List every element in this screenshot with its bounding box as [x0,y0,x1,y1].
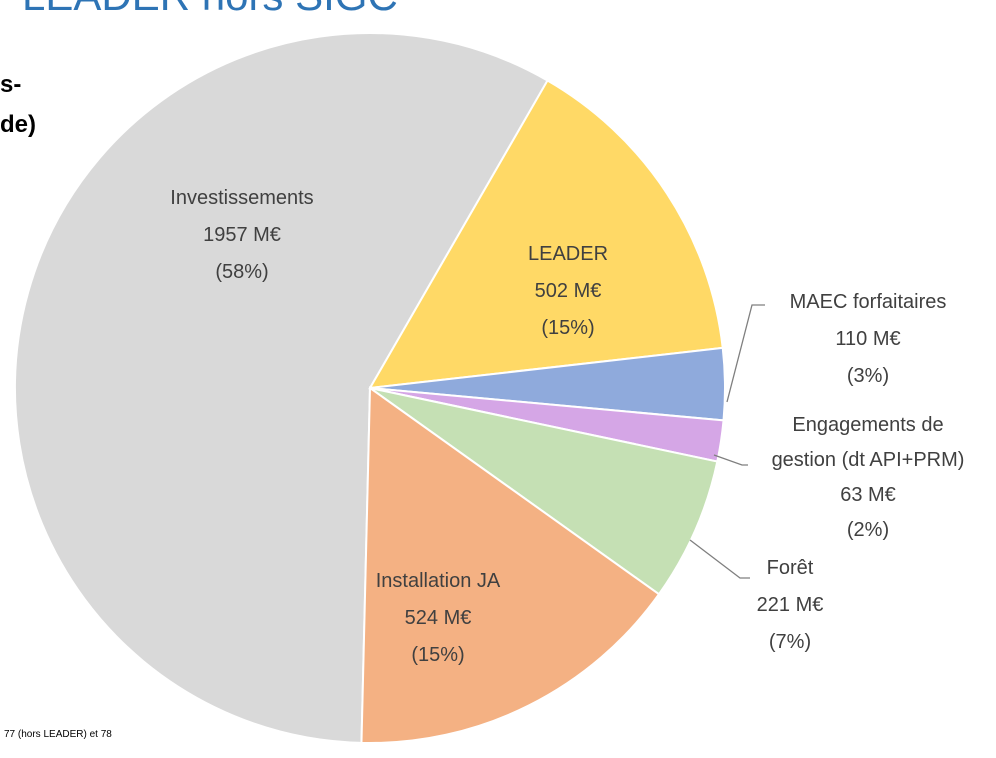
label-percent: (7%) [768,631,812,653]
pie-slice [369,387,719,596]
label-value: 502 M€ [534,280,602,302]
label-value: 110 M€ [835,328,901,350]
label-value: 221 M€ [756,594,824,616]
leader-line [713,454,748,466]
leader-line [726,304,765,403]
slice-label: Forêt 221 M€ (7%) [700,550,880,661]
label-percent: (3%) [846,365,890,387]
slice-label: Installation JA 524 M€ (15%) [318,563,558,674]
label-percent: (15%) [541,317,595,339]
leader-lines [689,304,765,579]
label-percent: (58%) [215,261,269,283]
label-name: Investissements [170,187,314,209]
pie [14,32,726,744]
slice-label: MAEC forfaitaires 110 M€ (3%) [748,284,988,395]
label-name: Engagements de gestion (dt API+PRM) [771,414,965,471]
left-fragment: s- [0,71,21,98]
label-value: 1957 M€ [203,224,281,246]
label-value: 63 M€ [840,484,896,506]
pie-slice [360,386,661,744]
slice-label: Investissements 1957 M€ (58%) [117,180,367,291]
leader-line [689,539,750,579]
label-name: Forêt [766,557,814,579]
pie-slice [14,32,549,744]
label-name: Installation JA [375,570,501,592]
label-name: MAEC forfaitaires [789,291,947,313]
slice-label: Engagements de gestion (dt API+PRM) 63 M€… [740,408,996,548]
chart-title: LEADER hors SIGC [22,0,398,19]
footnote: 77 (hors LEADER) et 78 [4,729,112,740]
label-name: LEADER [527,243,609,265]
left-fragment: de) [0,111,36,138]
label-percent: (2%) [846,519,890,541]
label-value: 524 M€ [404,607,472,629]
label-percent: (15%) [411,644,465,666]
pie-slice [368,79,724,390]
slice-label: LEADER 502 M€ (15%) [468,236,668,347]
